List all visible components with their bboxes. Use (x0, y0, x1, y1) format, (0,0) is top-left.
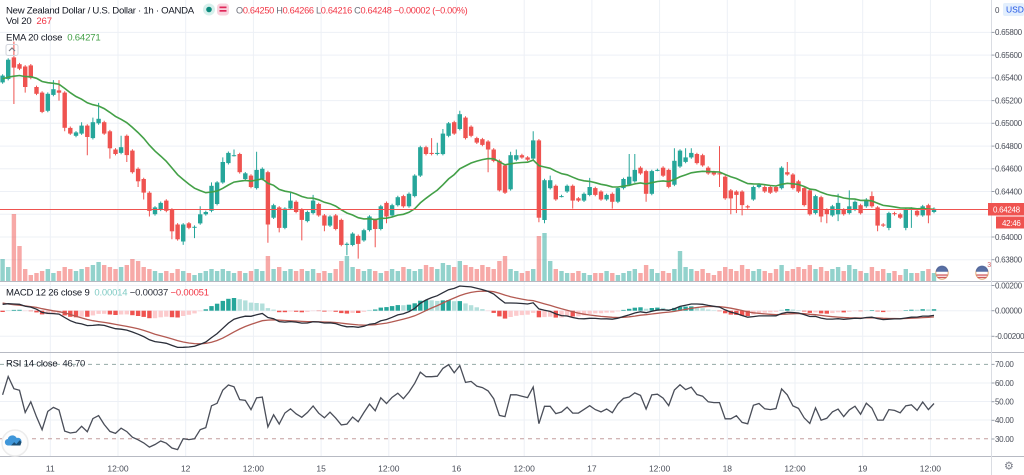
svg-text:30.00: 30.00 (995, 435, 1014, 444)
svg-text:17: 17 (587, 464, 597, 474)
svg-text:0.00000: 0.00000 (995, 307, 1023, 316)
svg-text:USD: USD (1006, 5, 1024, 15)
svg-text:New Zealand Dollar / U.S. Doll: New Zealand Dollar / U.S. Dollar · 1h · … (6, 6, 195, 17)
svg-text:0: 0 (995, 6, 1000, 15)
svg-text:0.64000: 0.64000 (995, 233, 1023, 242)
svg-text:0.65000: 0.65000 (995, 119, 1023, 128)
svg-text:O0.64250 H0.64266 L0.64216 C0.: O0.64250 H0.64266 L0.64216 C0.64248 −0.0… (236, 6, 468, 16)
svg-text:0.64600: 0.64600 (995, 165, 1023, 174)
svg-text:12:00: 12:00 (514, 464, 536, 474)
svg-text:12:00: 12:00 (378, 464, 400, 474)
svg-text:12:00: 12:00 (107, 464, 129, 474)
svg-text:0.64248: 0.64248 (993, 205, 1021, 214)
svg-text:12: 12 (181, 464, 191, 474)
svg-text:0.65800: 0.65800 (995, 28, 1023, 37)
svg-text:12:00: 12:00 (920, 464, 942, 474)
svg-text:19: 19 (858, 464, 868, 474)
svg-text:0.65200: 0.65200 (995, 96, 1023, 105)
svg-text:0.65400: 0.65400 (995, 74, 1023, 83)
svg-text:⚙: ⚙ (1004, 461, 1014, 473)
svg-text:0.63800: 0.63800 (995, 256, 1023, 265)
svg-text:-0.00200: -0.00200 (995, 332, 1024, 341)
svg-text:18: 18 (723, 464, 733, 474)
svg-text:42:46: 42:46 (1002, 219, 1021, 228)
svg-text:16: 16 (452, 464, 462, 474)
svg-text:12:00: 12:00 (784, 464, 806, 474)
svg-text:MACD 12 26 close 9 0.00014 −0: MACD 12 26 close 9 0.00014 −0.00037 −0.0… (6, 288, 209, 299)
svg-text:EMA 20 close 0.64271: EMA 20 close 0.64271 (6, 33, 100, 44)
svg-text:0.64800: 0.64800 (995, 142, 1023, 151)
svg-text:RSI 14 close 46.70: RSI 14 close 46.70 (6, 359, 85, 370)
svg-text:70.00: 70.00 (995, 360, 1014, 369)
svg-text:60.00: 60.00 (995, 379, 1014, 388)
svg-text:0.65600: 0.65600 (995, 51, 1023, 60)
svg-text:0.00200: 0.00200 (995, 281, 1023, 290)
svg-text:0.64400: 0.64400 (995, 187, 1023, 196)
svg-text:50.00: 50.00 (995, 398, 1014, 407)
svg-text:12:00: 12:00 (243, 464, 265, 474)
svg-text:15: 15 (316, 464, 326, 474)
svg-text:Vol 20 267: Vol 20 267 (6, 16, 52, 27)
svg-text:40.00: 40.00 (995, 416, 1014, 425)
svg-text:11: 11 (46, 464, 55, 474)
svg-text:12:00: 12:00 (649, 464, 671, 474)
svg-text:3: 3 (987, 262, 991, 269)
